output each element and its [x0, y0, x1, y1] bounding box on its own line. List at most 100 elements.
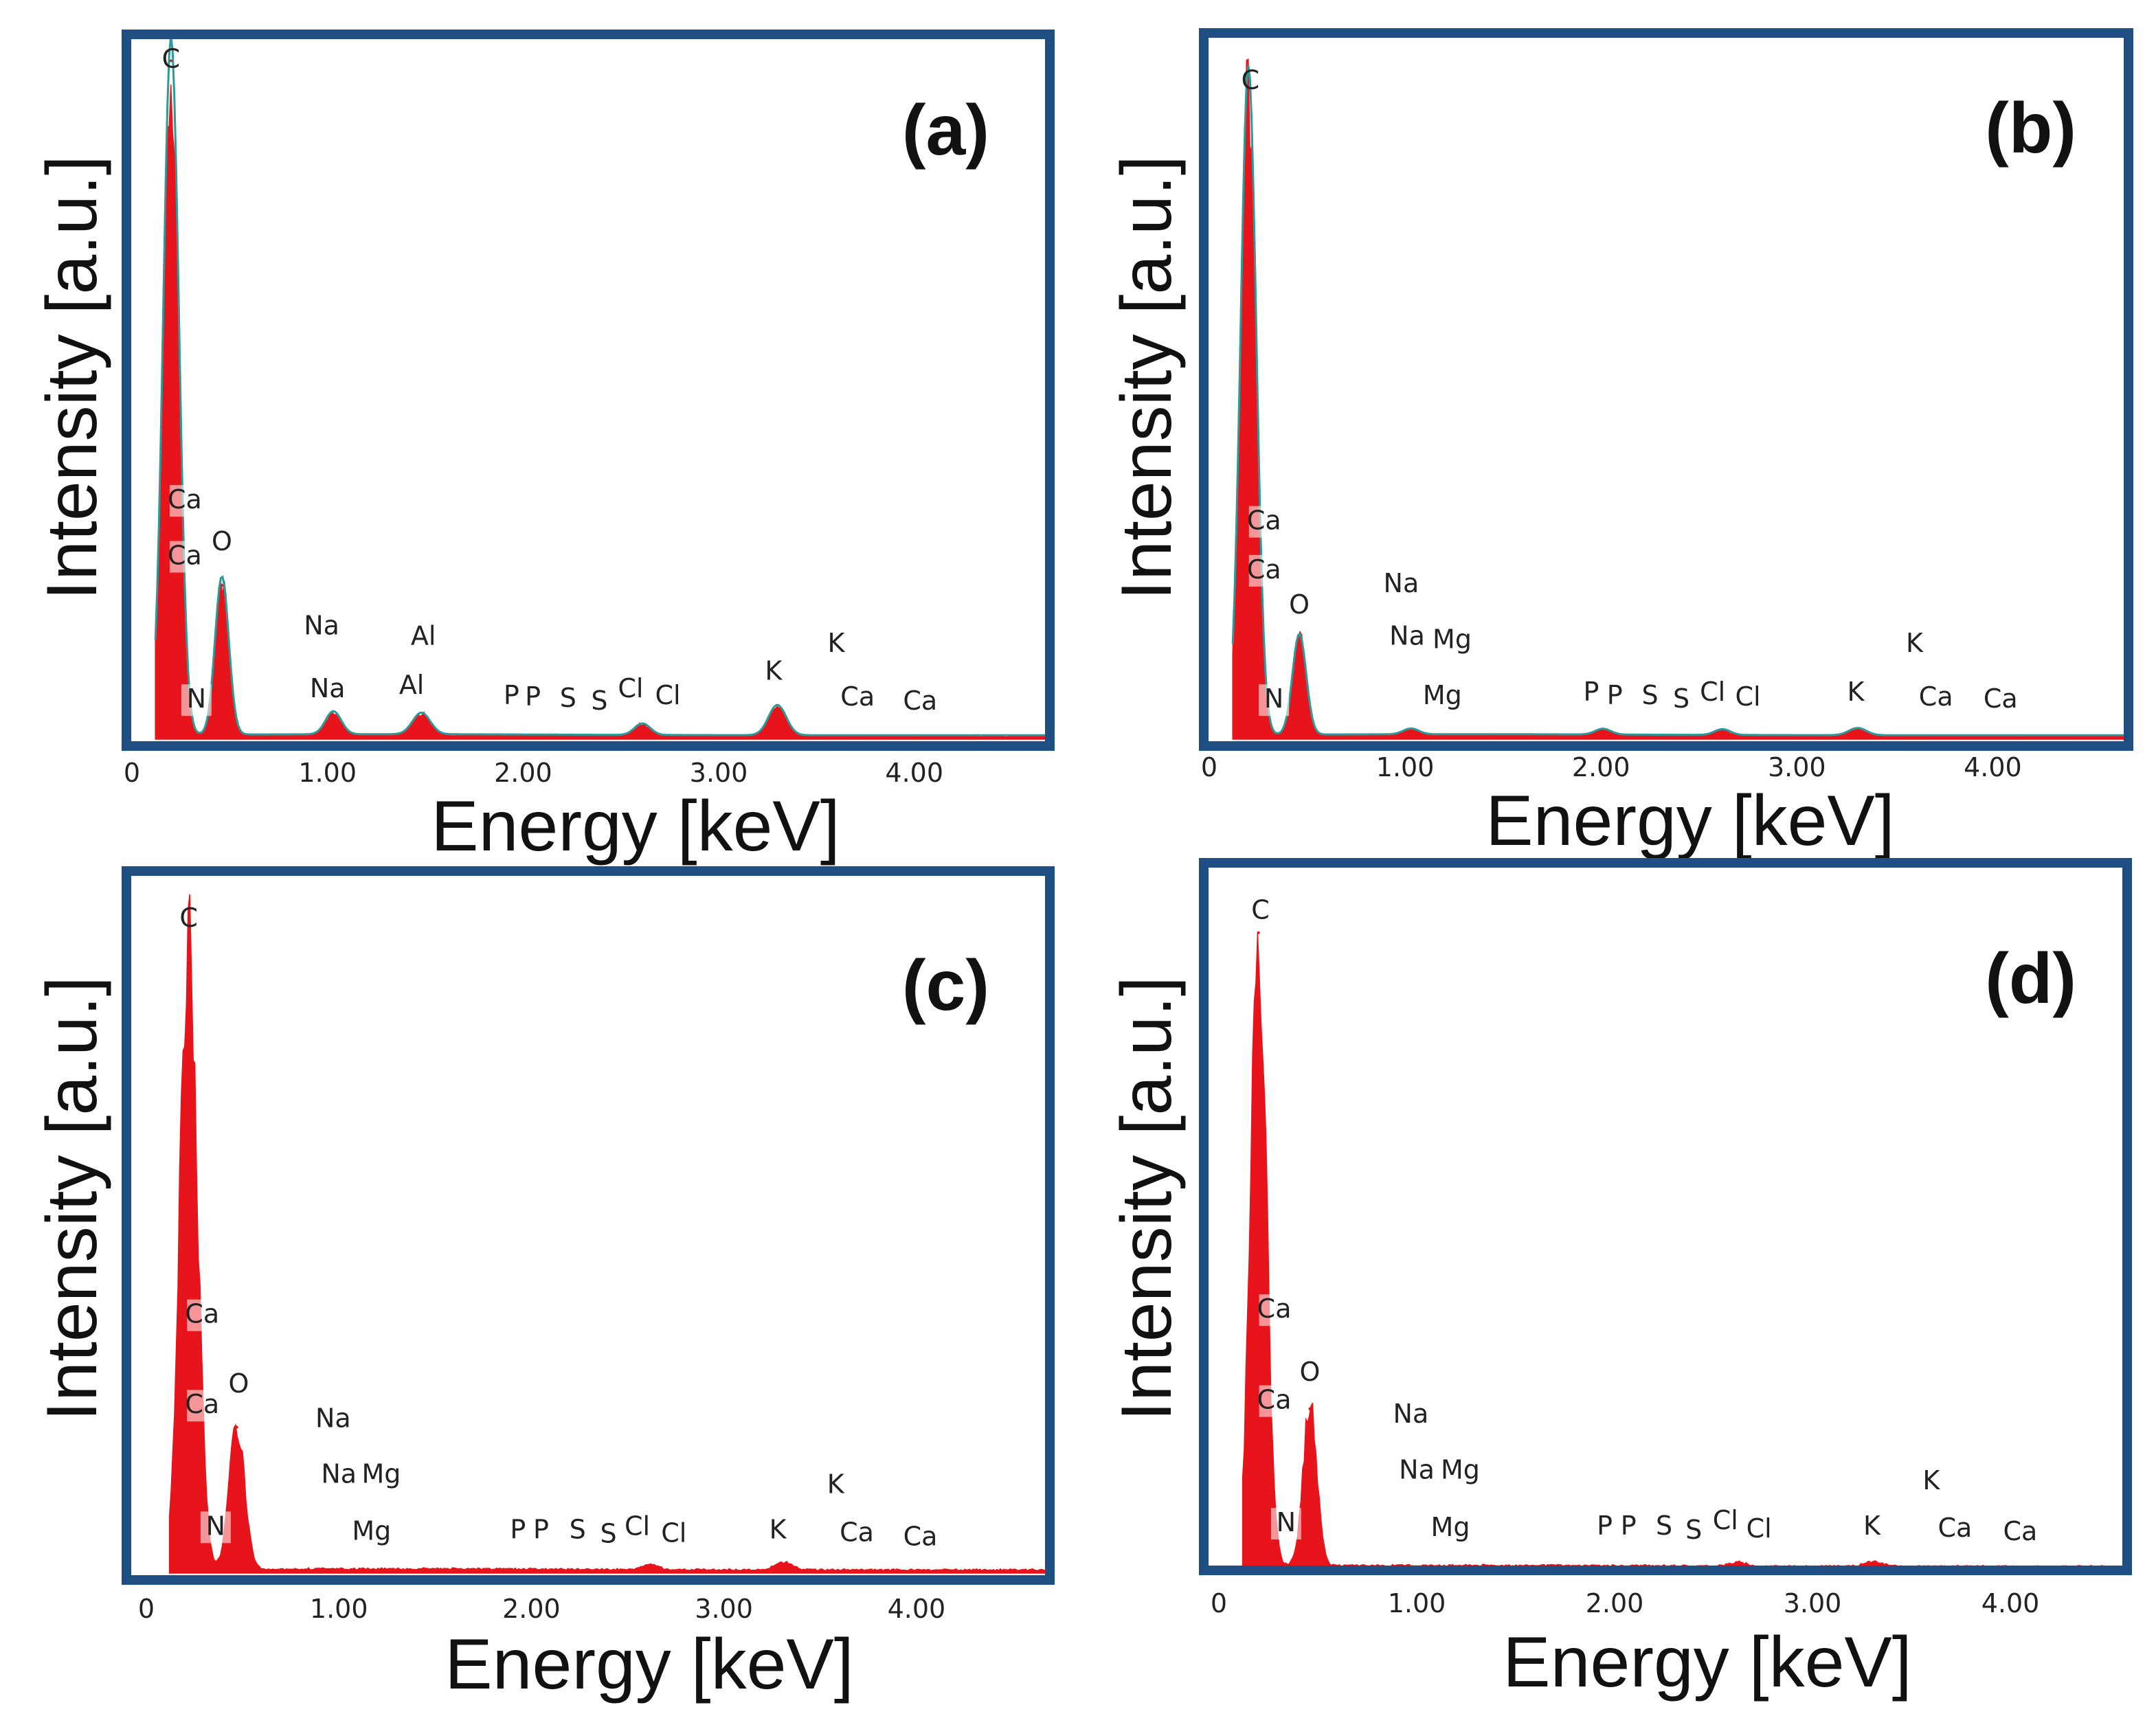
peak-label-k: K	[827, 628, 845, 658]
line-marker	[169, 541, 200, 573]
peak-label-p: P	[1621, 1511, 1637, 1541]
peak-label-cl: Cl	[1713, 1505, 1738, 1535]
y-axis-title: Intensity [a.u.]	[32, 976, 112, 1421]
peak-label-n: N	[1264, 684, 1283, 714]
peak-label-na: Na	[304, 610, 339, 640]
peak-label-c: C	[1251, 894, 1270, 925]
y-axis-title: Intensity [a.u.]	[32, 155, 112, 600]
peak-label-na: Na	[1389, 621, 1425, 651]
x-tick-label: 0	[1201, 752, 1217, 782]
peak-label-na: Na	[1384, 568, 1419, 598]
x-tick-label: 3.00	[690, 758, 748, 788]
peak-label-o: O	[229, 1368, 249, 1399]
peak-label-s: S	[1673, 684, 1689, 714]
peak-label-cl: Cl	[1735, 681, 1760, 712]
peak-label-p: P	[1607, 680, 1623, 710]
peak-label-k: K	[1922, 1465, 1940, 1495]
peak-label-ca: Ca	[903, 686, 937, 716]
spectrum-fill	[168, 894, 1052, 1574]
x-axis-title: Energy [keV]	[445, 1625, 853, 1704]
x-tick-label: 1.00	[1388, 1588, 1446, 1618]
x-tick-label: 1.00	[310, 1594, 368, 1624]
peak-label-cl: Cl	[1747, 1513, 1772, 1544]
peak-p	[1602, 732, 1605, 735]
peak-label-o: O	[1289, 589, 1310, 620]
x-tick-label: 2.00	[1572, 752, 1630, 782]
peak-label-c: C	[1242, 65, 1260, 95]
peak-label-p: P	[525, 681, 541, 712]
peak-label-s: S	[1641, 680, 1658, 710]
spectrum-outline	[154, 36, 1051, 736]
peak-label-cl: Cl	[618, 673, 643, 703]
x-tick-label: 1.00	[1376, 752, 1435, 782]
panel-label: (d)	[1985, 939, 2076, 1019]
peak-k	[782, 1564, 785, 1567]
peak-label-k: K	[1906, 628, 1924, 658]
peak-label-ca: Ca	[1919, 681, 1953, 712]
peak-label-s: S	[1685, 1515, 1702, 1545]
peak-cl	[649, 1566, 653, 1569]
peak-label-ca: Ca	[1938, 1513, 1972, 1543]
peak-label-mg: Mg	[361, 1458, 401, 1489]
panel-frame	[122, 866, 1055, 1585]
x-tick-label: 4.00	[1981, 1588, 2040, 1618]
panel-frame	[1199, 28, 2133, 751]
peak-label-na: Na	[315, 1403, 351, 1434]
peak-label-na: Na	[310, 673, 346, 703]
x-tick-label: 3.00	[695, 1594, 753, 1624]
line-marker	[1259, 1294, 1290, 1327]
peak-c	[187, 939, 190, 942]
peak-label-p: P	[1597, 1511, 1613, 1541]
x-tick-label: 0	[124, 758, 140, 788]
peak-label-ca: Ca	[185, 1389, 219, 1419]
peak-label-na: Na	[1399, 1455, 1435, 1485]
panel-label: (a)	[902, 91, 989, 170]
peak-na	[332, 715, 335, 719]
peak-label-p: P	[1584, 677, 1599, 707]
line-marker	[169, 485, 200, 517]
peak-label-s: S	[1656, 1511, 1672, 1541]
line-marker	[1248, 506, 1279, 538]
peak-label-ca: Ca	[903, 1522, 938, 1552]
peak-label-s: S	[600, 1519, 616, 1549]
peak-label-k: K	[1863, 1511, 1881, 1541]
x-tick-label: 0	[1211, 1588, 1227, 1618]
peak-label-mg: Mg	[1431, 1512, 1470, 1542]
peak-label-n: N	[1277, 1507, 1296, 1537]
x-axis-title: Energy [keV]	[1503, 1623, 1911, 1702]
peak-label-cl: Cl	[1700, 677, 1725, 707]
peak-label-s: S	[591, 686, 607, 716]
peak-k	[776, 708, 779, 712]
peak-label-c: C	[179, 903, 198, 933]
peak-label-ca: Ca	[840, 681, 875, 712]
peak-label-ca: Ca	[168, 541, 202, 571]
peak-label-s: S	[560, 683, 576, 713]
y-axis-title: Intensity [a.u.]	[1107, 155, 1187, 600]
peak-c	[1257, 931, 1260, 934]
spectrum-outline	[1231, 65, 2130, 736]
line-marker	[1270, 1508, 1301, 1539]
peak-label-k: K	[765, 656, 783, 686]
peak-k	[1856, 730, 1859, 734]
peak-na	[1409, 732, 1413, 735]
peak-label-k: K	[827, 1469, 845, 1500]
peak-label-na: Na	[321, 1458, 357, 1489]
peak-label-p: P	[510, 1514, 526, 1544]
peak-label-ca: Ca	[1257, 1385, 1292, 1415]
x-axis-title: Energy [keV]	[431, 787, 840, 866]
panel-frame	[1199, 858, 2132, 1575]
panel-label: (c)	[902, 946, 989, 1026]
peak-label-n: N	[206, 1511, 225, 1541]
peak-cl	[1721, 732, 1724, 735]
x-tick-label: 0	[138, 1594, 155, 1624]
peak-al	[420, 716, 423, 720]
x-tick-label: 2.00	[502, 1594, 561, 1624]
peak-label-k: K	[770, 1514, 787, 1544]
line-marker	[187, 1390, 218, 1422]
peak-label-p: P	[533, 1514, 549, 1544]
x-tick-label: 3.00	[1784, 1588, 1842, 1618]
peak-label-ca: Ca	[1984, 684, 2018, 714]
